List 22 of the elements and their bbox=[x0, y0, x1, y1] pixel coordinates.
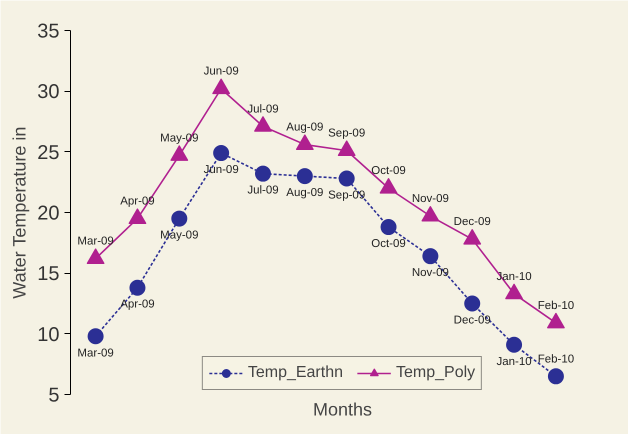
y-axis-title: Water Temperature in bbox=[9, 126, 30, 299]
x-tick-label: Jul-09 bbox=[247, 184, 279, 197]
x-tick-label: Aug-09 bbox=[286, 187, 324, 200]
y-tick-label: 35 bbox=[37, 20, 60, 42]
x-axis-title: Months bbox=[312, 400, 372, 420]
y-tick-label: 15 bbox=[37, 263, 60, 286]
category-label: Sep-09 bbox=[328, 128, 366, 140]
category-label: Oct-09 bbox=[371, 165, 406, 178]
x-tick-label: Feb-10 bbox=[538, 353, 574, 366]
category-label: Jul-09 bbox=[247, 103, 279, 116]
category-label: Jun-09 bbox=[204, 66, 239, 78]
legend-label: Temp_Earthn bbox=[248, 364, 344, 382]
legend-label: Temp_Poly bbox=[396, 364, 476, 382]
y-tick-label: 20 bbox=[37, 202, 60, 224]
category-label: Dec-09 bbox=[454, 216, 491, 228]
category-label: Aug-09 bbox=[286, 122, 324, 134]
category-label: Feb-10 bbox=[538, 300, 574, 312]
y-tick-label: 5 bbox=[48, 384, 60, 406]
y-tick-label: 10 bbox=[37, 324, 60, 346]
y-tick-label: 30 bbox=[37, 81, 60, 104]
x-tick-label: Sep-09 bbox=[328, 190, 366, 202]
y-tick-label: 25 bbox=[37, 142, 60, 164]
